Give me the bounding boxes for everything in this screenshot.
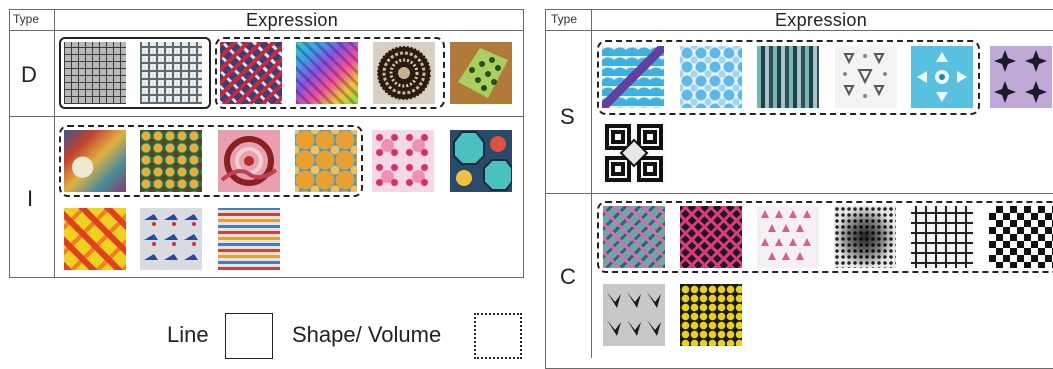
right-row-label-s: S [560, 104, 575, 129]
cyan-symmetry-graphic [917, 52, 967, 102]
pattern-thumbnail-dark-radial-dots [834, 206, 896, 268]
pattern-thumbnail-rainbow-triangles [296, 42, 358, 104]
right-type-divider [591, 9, 592, 358]
shape-volume-group-outline [215, 37, 445, 109]
pattern-thumbnail-orange-ornament [295, 130, 357, 192]
left-row-divider [9, 116, 524, 117]
pattern-thumbnail-bw-checker [989, 206, 1053, 268]
pattern-thumbnail-green-figures [140, 130, 202, 192]
legend-line-swatch [225, 313, 273, 359]
left-row-label-d: D [21, 62, 37, 87]
pattern-thumbnail-pink-triangles [757, 206, 819, 268]
pattern-thumbnail-blue-puzzle [680, 46, 742, 108]
pattern-thumbnail-pink-kaleidoscope [372, 130, 434, 192]
pattern-thumbnail-chevron-hearts [220, 42, 282, 104]
pattern-thumbnail-black-birds [603, 284, 665, 346]
pattern-thumbnail-birds-rows [140, 208, 202, 270]
black-maze-graphic [605, 124, 663, 182]
pattern-thumbnail-teal-octagons [450, 130, 513, 192]
gray-triangles-graphic [843, 53, 887, 98]
pattern-thumbnail-yellow-pinwheels [64, 208, 126, 270]
left-type-divider [54, 9, 55, 278]
legend-line-label: Line [167, 322, 209, 347]
shape-volume-group-outline-row-c [597, 201, 1053, 273]
teal-octagons-graphic [450, 130, 513, 192]
black-birds-graphic [607, 292, 661, 336]
pattern-thumbnail-grid-lines [64, 42, 126, 104]
left-header-divider [9, 30, 524, 31]
pattern-thumbnail-teal-waves [757, 46, 819, 108]
right-header-divider [545, 30, 1053, 31]
right-expression-header: Expression [775, 10, 868, 30]
red-swirl-graphic [220, 136, 278, 186]
legend-shape-volume-label: Shape/ Volume [292, 322, 442, 347]
line-group-outline [59, 37, 211, 109]
pattern-thumbnail-cyan-symmetry [911, 46, 973, 108]
pattern-thumbnail-teal-pink-lattice [603, 206, 665, 268]
pattern-thumbnail-black-maze [603, 122, 665, 184]
pattern-thumbnail-purple-stars [990, 46, 1052, 108]
left-expression-header: Expression [246, 10, 339, 30]
radial-circle-graphic [376, 45, 432, 101]
pattern-thumbnail-yellow-dots [680, 284, 742, 346]
pattern-thumbnail-blue-scales [602, 46, 664, 108]
birds-rows-graphic [144, 214, 198, 260]
legend-shape-volume-swatch [474, 313, 522, 359]
pink-triangles-graphic [761, 210, 811, 260]
pattern-thumbnail-peacock-collage [64, 130, 126, 192]
pattern-thumbnail-red-swirl [218, 130, 280, 192]
pattern-thumbnail-gray-triangles [835, 46, 897, 108]
green-hexagons-graphic [458, 48, 508, 98]
left-row-label-i: I [27, 186, 34, 211]
pattern-thumbnail-black-crosses [911, 206, 973, 268]
purple-stars-graphic [994, 50, 1047, 103]
pattern-thumbnail-magenta-lattice [680, 206, 742, 268]
right-row-label-c: C [560, 264, 576, 289]
shape-volume-group-outline-row-s [597, 40, 980, 115]
right-type-header: Type [551, 12, 578, 26]
shape-volume-group-outline-row-i [59, 125, 363, 197]
left-type-header: Type [13, 12, 40, 26]
left-pattern-table [9, 9, 524, 278]
pattern-thumbnail-chain-grid [140, 42, 202, 104]
right-row-divider [545, 193, 1053, 194]
pattern-thumbnail-green-hexagons [450, 42, 512, 104]
pattern-thumbnail-color-stripes [218, 208, 280, 270]
pattern-thumbnail-radial-circle [373, 42, 435, 104]
